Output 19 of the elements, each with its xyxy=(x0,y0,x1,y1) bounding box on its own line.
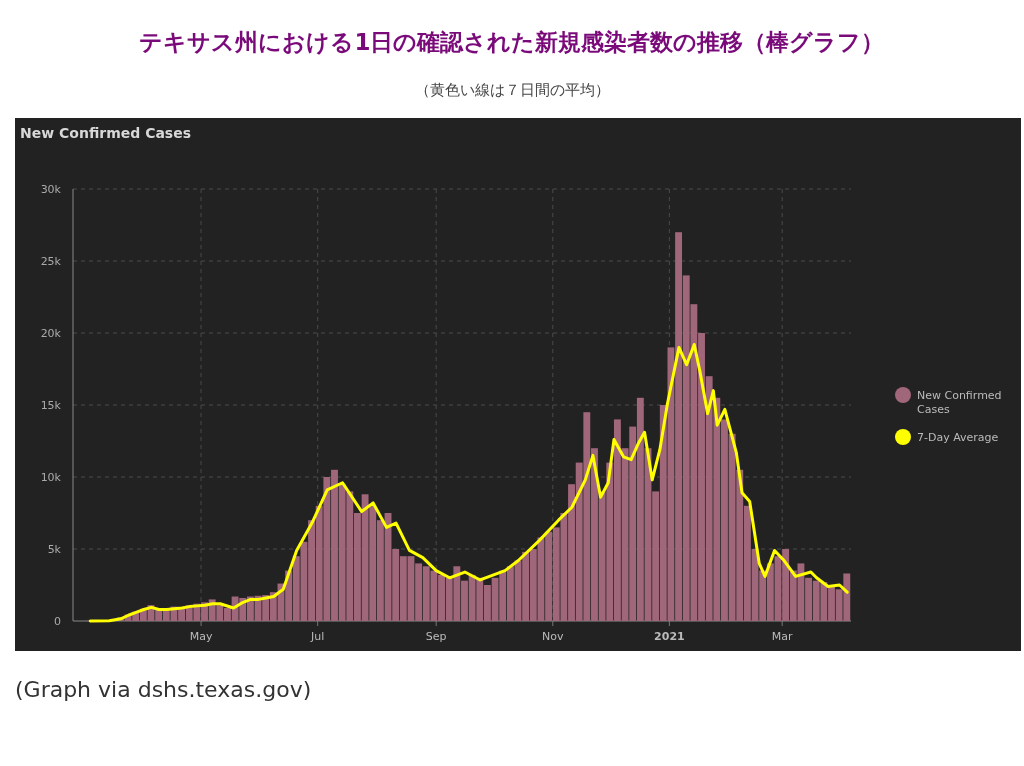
x-tick-label: May xyxy=(189,630,213,643)
legend-label: 7-Day Average xyxy=(917,431,999,444)
y-tick-label: 10k xyxy=(40,471,62,484)
y-tick-label: 15k xyxy=(40,399,62,412)
text: (Graph via dshs.texas.gov) xyxy=(15,677,312,702)
y-tick-label: 20k xyxy=(40,327,62,340)
chart-title: テキサス州における1日の確認された新規感染者数の推移（棒グラフ） xyxy=(139,29,885,55)
x-tick-label: Nov xyxy=(542,630,565,643)
text: New Confirmed Cases xyxy=(20,125,192,141)
x-tick-label: Jul xyxy=(310,630,325,643)
x-tick-label: Sep xyxy=(425,630,447,643)
chart-subtitle: （黄色い線は７日間の平均） xyxy=(414,81,610,99)
y-tick-label: 0 xyxy=(54,615,61,628)
x-tick-label: 2021 xyxy=(654,630,685,643)
legend-label: New Confirmed Cases xyxy=(917,389,1002,416)
y-tick-label: 25k xyxy=(40,255,62,268)
x-tick-label: Mar xyxy=(771,630,794,643)
y-tick-label: 5k xyxy=(47,543,62,556)
y-tick-label: 30k xyxy=(40,183,62,196)
